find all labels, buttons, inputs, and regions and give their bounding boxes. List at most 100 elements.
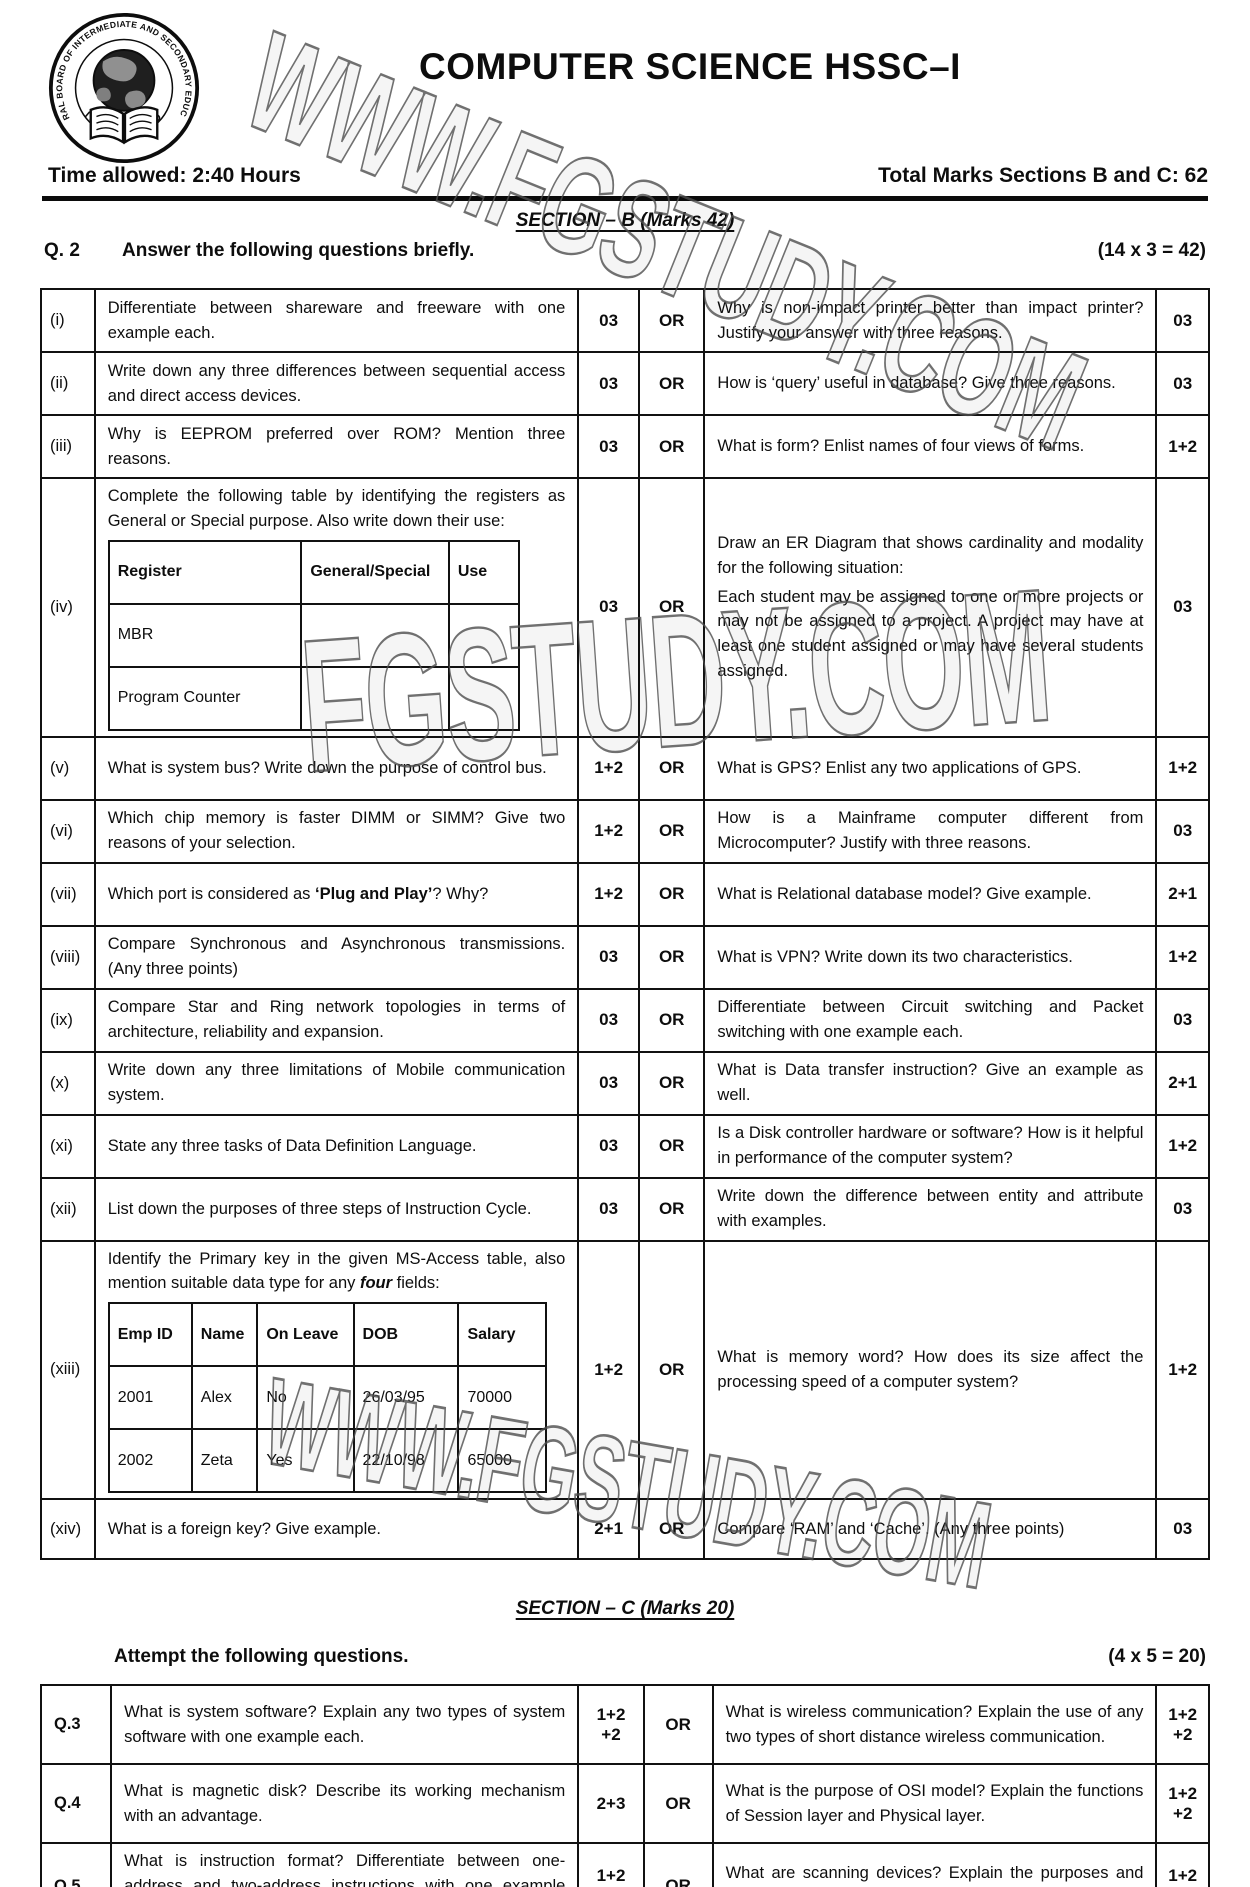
question-right: What is VPN? Write down its two characte… — [703, 924, 1158, 990]
or-label: OR — [637, 1176, 706, 1242]
marks-left: 03 — [577, 477, 640, 738]
table-row: (ix) Compare Star and Ring network topol… — [40, 987, 1210, 1053]
row-num: (iv) — [40, 477, 96, 738]
table-cell — [300, 602, 450, 668]
section-c-table: Q.3 What is system software? Explain any… — [39, 1684, 1210, 1887]
question-left: What is magnetic disk? Describe its work… — [110, 1763, 580, 1844]
question-right: Differentiate between Circuit switching … — [703, 987, 1158, 1053]
marks-left: 1+2 — [577, 1239, 640, 1500]
question-right: What is memory word? How does its size a… — [703, 1239, 1158, 1500]
register-table: Register General/Special Use MBR Program… — [107, 539, 520, 731]
header-meta-row: Time allowed: 2:40 Hours Total Marks Sec… — [48, 164, 1208, 188]
table-cell: 70000 — [457, 1365, 547, 1430]
question-left: Compare Star and Ring network topologies… — [93, 987, 580, 1053]
marks-right: 03 — [1155, 987, 1210, 1053]
table-cell: 65000 — [457, 1428, 547, 1493]
table-cell — [447, 665, 520, 731]
open-book-icon — [89, 106, 159, 145]
question-right: What are scanning devices? Explain the p… — [711, 1841, 1158, 1887]
question-right: Compare ‘RAM’ and ‘Cache’. (Any three po… — [703, 1498, 1158, 1560]
table-row: (ii) Write down any three differences be… — [40, 351, 1210, 416]
question-left: Why is EEPROM preferred over ROM? Mentio… — [93, 414, 580, 479]
table-cell: Program Counter — [107, 665, 303, 731]
table-row: (xi) State any three tasks of Data Defin… — [40, 1113, 1210, 1179]
row-num: (xii) — [40, 1176, 96, 1242]
question-right: What is wireless communication? Explain … — [711, 1684, 1158, 1765]
marks-left: 03 — [577, 1176, 640, 1242]
table-header-cell: Name — [190, 1302, 259, 1367]
attempt-instruction: Attempt the following questions. — [114, 1646, 409, 1667]
or-label: OR — [637, 861, 706, 927]
table-row: (xiii) Identify the Primary key in the g… — [40, 1239, 1210, 1500]
question-left: Differentiate between shareware and free… — [93, 288, 580, 353]
table-cell: 2002 — [107, 1428, 193, 1493]
row-num: (v) — [40, 735, 96, 801]
row-num: (x) — [40, 1050, 96, 1116]
marks-left: 03 — [577, 414, 640, 479]
table-row: (vii) Which port is considered as ‘Plug … — [40, 861, 1210, 927]
marks-left: 03 — [577, 288, 640, 353]
marks-left: 03 — [577, 351, 640, 416]
employee-table-row: 2001 Alex No 26/03/95 70000 — [107, 1365, 547, 1430]
row-num: (vi) — [40, 798, 96, 864]
section-c-heading: SECTION – C (Marks 20) — [515, 1598, 735, 1619]
employee-table: Emp ID Name On Leave DOB Salary 2001 Ale… — [107, 1302, 547, 1493]
register-table-row: MBR — [107, 602, 520, 668]
paper-header: FEDERAL BOARD OF INTERMEDIATE AND SECOND… — [40, 0, 1210, 196]
row-num: (ix) — [40, 987, 96, 1053]
marks-left: 1+2 — [577, 735, 640, 801]
marks-right: 2+1 — [1155, 1050, 1210, 1116]
question-text-bold: ‘Plug and Play’ — [314, 884, 433, 903]
marks-right: 03 — [1155, 798, 1210, 864]
question-left: State any three tasks of Data Definition… — [93, 1113, 580, 1179]
table-cell: 26/03/95 — [352, 1365, 460, 1430]
or-label: OR — [637, 1113, 706, 1179]
employee-table-row: 2002 Zeta Yes 22/10/98 65000 — [107, 1428, 547, 1493]
table-row: (xii) List down the purposes of three st… — [40, 1176, 1210, 1242]
time-allowed: Time allowed: 2:40 Hours — [48, 164, 301, 187]
table-cell: MBR — [107, 602, 303, 668]
table-row: (viii) Compare Synchronous and Asynchron… — [40, 924, 1210, 990]
table-header-cell: DOB — [352, 1302, 460, 1367]
table-cell — [447, 602, 520, 668]
question-left: List down the purposes of three steps of… — [93, 1176, 580, 1242]
or-label: OR — [637, 924, 706, 990]
question-left: What is instruction format? Differentiat… — [110, 1841, 580, 1887]
question-left: What is system bus? Write down the purpo… — [93, 735, 580, 801]
marks-right: 1+2 — [1155, 924, 1210, 990]
marks-right: 2+1 — [1155, 861, 1210, 927]
question-right: What is the purpose of OSI model? Explai… — [711, 1763, 1158, 1844]
marks-right: 1+2 — [1155, 735, 1210, 801]
row-num: (vii) — [40, 861, 96, 927]
table-header-cell: General/Special — [300, 539, 450, 605]
question-text: Identify the Primary key in the given MS… — [107, 1249, 566, 1293]
marks-right: 03 — [1155, 1498, 1210, 1560]
question-right: Draw an ER Diagram that shows cardinalit… — [703, 477, 1158, 738]
or-label: OR — [642, 1684, 714, 1765]
question-text: Which port is considered as — [107, 884, 315, 903]
question-left: Write down any three differences between… — [93, 351, 580, 416]
q2-row: Q. 2 Answer the following questions brie… — [40, 240, 1210, 262]
q2-instruction: Answer the following questions briefly. — [122, 240, 475, 261]
row-num: Q.5 — [39, 1841, 113, 1887]
question-text: Complete the following table by identify… — [107, 487, 566, 530]
marks-left: 03 — [577, 987, 640, 1053]
or-label: OR — [637, 288, 706, 353]
table-row: (v) What is system bus? Write down the p… — [40, 735, 1210, 801]
question-right: What is Relational database model? Give … — [703, 861, 1158, 927]
or-label: OR — [637, 735, 706, 801]
or-label: OR — [642, 1841, 714, 1887]
marks-left: 03 — [577, 924, 640, 990]
row-num: (iii) — [40, 414, 96, 479]
q2-marks-note: (14 x 3 = 42) — [1097, 240, 1206, 261]
table-row: Q.5 What is instruction format? Differen… — [39, 1841, 1210, 1887]
table-row: (vi) Which chip memory is faster DIMM or… — [40, 798, 1210, 864]
or-label: OR — [637, 351, 706, 416]
or-label: OR — [637, 1050, 706, 1116]
question-text: Identify the Primary key in the given MS… — [108, 1247, 566, 1297]
section-c-instruction-row: Attempt the following questions. (4 x 5 … — [40, 1646, 1210, 1668]
marks-right: 03 — [1155, 288, 1210, 353]
table-header-cell: On Leave — [256, 1302, 355, 1367]
marks-left: 1+2 +2 — [577, 1684, 645, 1765]
question-left: Which chip memory is faster DIMM or SIMM… — [93, 798, 580, 864]
